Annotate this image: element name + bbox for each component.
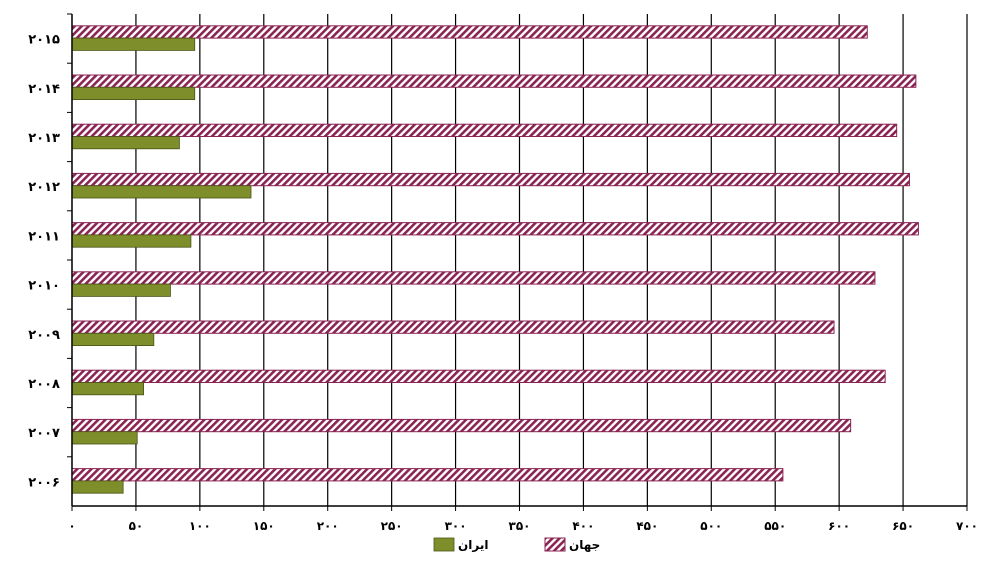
x-tick-label: ۱۵۰ bbox=[253, 519, 275, 533]
x-tick-label: ۳۰۰ bbox=[445, 519, 467, 533]
bar-world bbox=[72, 370, 885, 382]
bar-world bbox=[72, 469, 783, 481]
bar-iran bbox=[72, 432, 137, 444]
bars bbox=[72, 26, 918, 493]
x-tick-label: ۵۰۰ bbox=[700, 519, 722, 533]
legend-swatch-iran bbox=[434, 538, 454, 551]
y-tick-label: ۲۰۰۷ bbox=[28, 426, 60, 441]
y-tick-label: ۲۰۰۶ bbox=[28, 475, 60, 490]
bar-iran bbox=[72, 38, 195, 50]
x-tick-label: ۵۰ bbox=[129, 519, 144, 533]
y-tick-label: ۲۰۱۵ bbox=[28, 33, 60, 48]
bar-world bbox=[72, 173, 909, 185]
x-tick-label: ۶۵۰ bbox=[892, 519, 914, 533]
bar-world bbox=[72, 124, 897, 136]
y-tick-label: ۲۰۱۴ bbox=[28, 82, 60, 97]
y-tick-label: ۲۰۱۳ bbox=[28, 131, 60, 146]
x-tick-label: ۷۰۰ bbox=[956, 519, 978, 533]
bar-iran bbox=[72, 333, 154, 345]
x-tick-label: ۰ bbox=[68, 519, 75, 533]
x-tick-label: ۵۵۰ bbox=[764, 519, 786, 533]
bar-iran bbox=[72, 383, 144, 395]
bar-iran bbox=[72, 235, 191, 247]
bar-world bbox=[72, 26, 867, 38]
legend-label-iran: ایران bbox=[458, 538, 488, 552]
legend: جهان ایران bbox=[434, 538, 600, 552]
x-tick-label: ۲۵۰ bbox=[381, 519, 403, 533]
x-tick-label: ۶۰۰ bbox=[828, 519, 850, 533]
x-tick-label: ۴۰۰ bbox=[572, 519, 594, 533]
bar-iran bbox=[72, 87, 195, 99]
y-tick-label: ۲۰۰۹ bbox=[28, 328, 60, 343]
legend-label-world: جهان bbox=[569, 538, 600, 552]
bar-world bbox=[72, 75, 916, 87]
y-tick-label: ۲۰۰۸ bbox=[28, 377, 60, 392]
y-tick-label: ۲۰۱۲ bbox=[28, 180, 60, 195]
bar-world bbox=[72, 419, 851, 431]
bar-iran bbox=[72, 284, 170, 296]
bar-world bbox=[72, 321, 834, 333]
x-tick-label: ۴۵۰ bbox=[636, 519, 658, 533]
bar-iran bbox=[72, 481, 123, 493]
bar-world bbox=[72, 223, 918, 235]
bar-iran bbox=[72, 186, 251, 198]
y-tick-label: ۲۰۱۰ bbox=[28, 279, 60, 294]
axes bbox=[67, 14, 967, 511]
x-tick-label: ۲۰۰ bbox=[317, 519, 339, 533]
bar-iran bbox=[72, 137, 179, 149]
legend-swatch-world bbox=[545, 538, 565, 551]
y-tick-label: ۲۰۱۱ bbox=[28, 229, 60, 244]
x-tick-label: ۳۵۰ bbox=[509, 519, 531, 533]
x-tick-label: ۱۰۰ bbox=[189, 519, 211, 533]
bar-world bbox=[72, 272, 875, 284]
